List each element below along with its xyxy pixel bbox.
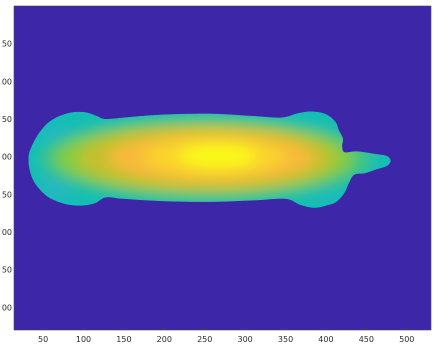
x-tick-label: 150 (116, 335, 131, 344)
x-tick-label: 100 (76, 335, 91, 344)
y-tick-label: 50 (2, 115, 12, 124)
intensity-blob (28, 111, 391, 208)
x-tick-label: 200 (157, 335, 172, 344)
x-tick-label: 50 (38, 335, 48, 344)
y-tick-label: 50 (2, 190, 12, 199)
y-tick-label: 50 (2, 40, 12, 49)
x-tick-label: 250 (197, 335, 212, 344)
y-tick-label: 00 (2, 77, 12, 86)
x-tick-label: 350 (278, 335, 293, 344)
x-tick-label: 300 (237, 335, 252, 344)
x-axis: 50 100 150 200 250 300 350 400 450 500 (38, 327, 414, 344)
y-tick-label: 00 (2, 303, 12, 312)
intensity-ring-6 (178, 144, 257, 168)
blob-gradient (30, 113, 389, 205)
x-tick-label: 500 (399, 335, 414, 344)
y-axis: 50 00 50 00 50 00 50 00 (2, 40, 17, 312)
x-tick-label: 450 (359, 335, 374, 344)
y-tick-label: 00 (2, 153, 12, 162)
x-tick-label: 400 (318, 335, 333, 344)
y-tick-label: 00 (2, 228, 12, 237)
y-tick-label: 50 (2, 266, 12, 275)
plot-frame (13, 5, 432, 331)
